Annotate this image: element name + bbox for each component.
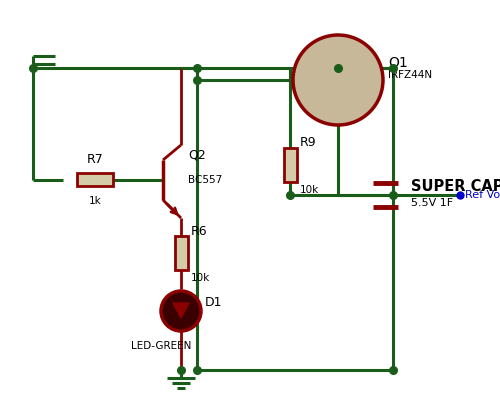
Text: 10k: 10k: [300, 185, 320, 195]
Text: Ref Voltage: Ref Voltage: [465, 190, 500, 200]
Polygon shape: [173, 303, 189, 318]
Text: D1: D1: [205, 296, 222, 309]
Text: Q2: Q2: [188, 149, 206, 162]
Text: LED-GREEN: LED-GREEN: [131, 341, 192, 351]
Bar: [284, 148, 296, 182]
Text: 1k: 1k: [88, 196, 102, 206]
Text: Q1: Q1: [388, 55, 408, 69]
Circle shape: [293, 35, 383, 125]
Bar: [174, 236, 188, 270]
Text: R6: R6: [191, 225, 208, 238]
Text: SUPER CAP: SUPER CAP: [411, 180, 500, 194]
Bar: [77, 173, 113, 187]
Text: IRFZ44N: IRFZ44N: [388, 70, 432, 80]
Text: R9: R9: [300, 136, 316, 149]
Text: 10k: 10k: [191, 273, 210, 283]
Text: 5.5V 1F: 5.5V 1F: [411, 198, 453, 208]
Circle shape: [161, 291, 201, 331]
Text: R7: R7: [86, 153, 104, 166]
Text: BC557: BC557: [188, 175, 222, 185]
